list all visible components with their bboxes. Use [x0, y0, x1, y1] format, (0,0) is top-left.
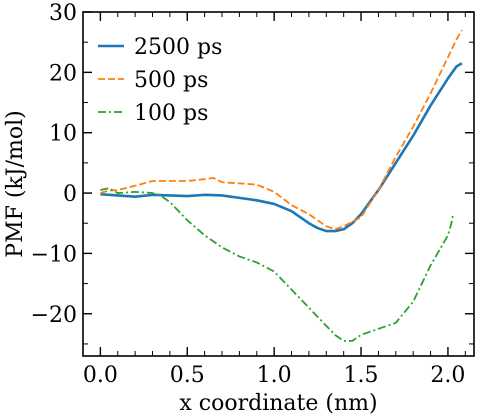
x-axis-label: x coordinate (nm)	[179, 391, 377, 416]
series-line-100-ps	[100, 188, 453, 341]
y-axis-label: PMF (kJ/mol)	[3, 110, 28, 257]
legend-label: 2500 ps	[134, 35, 222, 60]
y-tick-label: −20	[31, 303, 77, 328]
ticks-layer: 0.0 0.5 1.0 1.5 2.0 −20 −10 0 10 20 30	[31, 1, 474, 388]
y-tick-label: −10	[31, 242, 77, 267]
x-tick-label: 0.0	[83, 363, 118, 388]
legend-label: 100 ps	[134, 101, 208, 126]
x-tick-label: 0.5	[170, 363, 205, 388]
y-tick-label: 30	[49, 1, 77, 26]
x-tick-label: 1.0	[257, 363, 292, 388]
x-tick-label: 1.5	[344, 363, 379, 388]
y-tick-label: 10	[49, 122, 77, 147]
y-tick-label: 20	[49, 61, 77, 86]
x-tick-label: 2.0	[430, 363, 465, 388]
legend-label: 500 ps	[134, 68, 208, 93]
legend: 2500 ps 500 ps 100 ps	[98, 35, 222, 126]
y-tick-label: 0	[63, 182, 77, 207]
